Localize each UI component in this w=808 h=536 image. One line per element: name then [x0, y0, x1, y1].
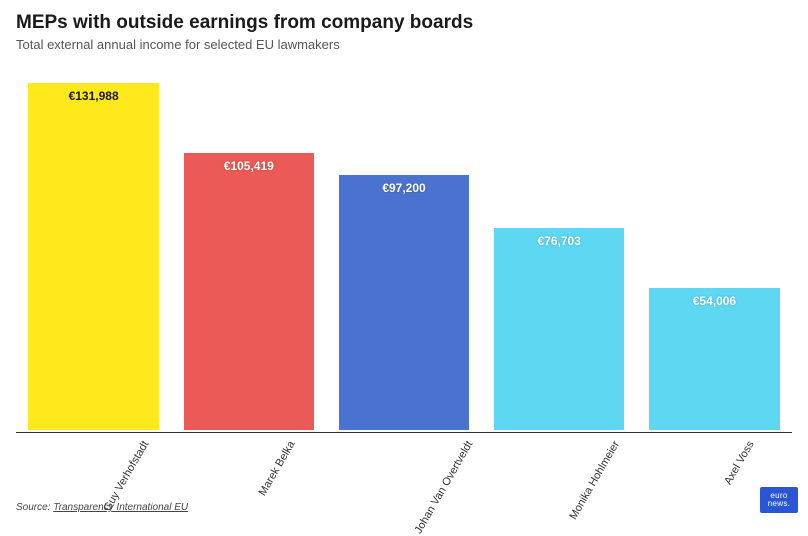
- bar-chart: €131,988 €105,419 €97,200 €76,703 €54,00…: [16, 62, 792, 430]
- x-tick-label: Marek Belka: [257, 439, 298, 498]
- x-axis: Guy Verhofstadt Marek Belka Johan Van Ov…: [16, 432, 792, 490]
- x-tick-label: Axel Voss: [722, 439, 757, 487]
- x-tick: Axel Voss: [637, 433, 792, 490]
- source-prefix: Source:: [16, 502, 53, 513]
- x-tick: Guy Verhofstadt: [16, 433, 171, 490]
- x-tick-label: Monika Hohlmeier: [567, 439, 622, 522]
- source-link[interactable]: Transparency International EU: [53, 502, 188, 513]
- source-footer: Source: Transparency International EU: [16, 502, 188, 513]
- bar: €97,200: [339, 175, 469, 430]
- bar: €105,419: [184, 153, 314, 430]
- bar-value-label: €76,703: [494, 234, 624, 248]
- logo-line-2: news.: [768, 500, 790, 508]
- bar-value-label: €105,419: [184, 159, 314, 173]
- bar: €54,006: [649, 288, 779, 430]
- x-tick: Marek Belka: [171, 433, 326, 490]
- bar-group: €131,988: [16, 62, 171, 430]
- bar-group: €54,006: [637, 62, 792, 430]
- bar: €76,703: [494, 228, 624, 430]
- bar-group: €105,419: [171, 62, 326, 430]
- chart-title: MEPs with outside earnings from company …: [16, 12, 473, 35]
- bar: €131,988: [28, 83, 158, 430]
- bar-group: €76,703: [482, 62, 637, 430]
- x-tick-label: Johan Van Overtveldt: [412, 439, 475, 536]
- x-tick: Monika Hohlmeier: [482, 433, 637, 490]
- chart-subtitle: Total external annual income for selecte…: [16, 37, 473, 52]
- bar-value-label: €54,006: [649, 294, 779, 308]
- bar-value-label: €131,988: [28, 89, 158, 103]
- euronews-logo: euro news.: [760, 487, 798, 513]
- bar-value-label: €97,200: [339, 181, 469, 195]
- x-tick: Johan Van Overtveldt: [326, 433, 481, 490]
- bar-group: €97,200: [326, 62, 481, 430]
- chart-card: MEPs with outside earnings from company …: [0, 0, 808, 521]
- chart-header: MEPs with outside earnings from company …: [16, 12, 473, 52]
